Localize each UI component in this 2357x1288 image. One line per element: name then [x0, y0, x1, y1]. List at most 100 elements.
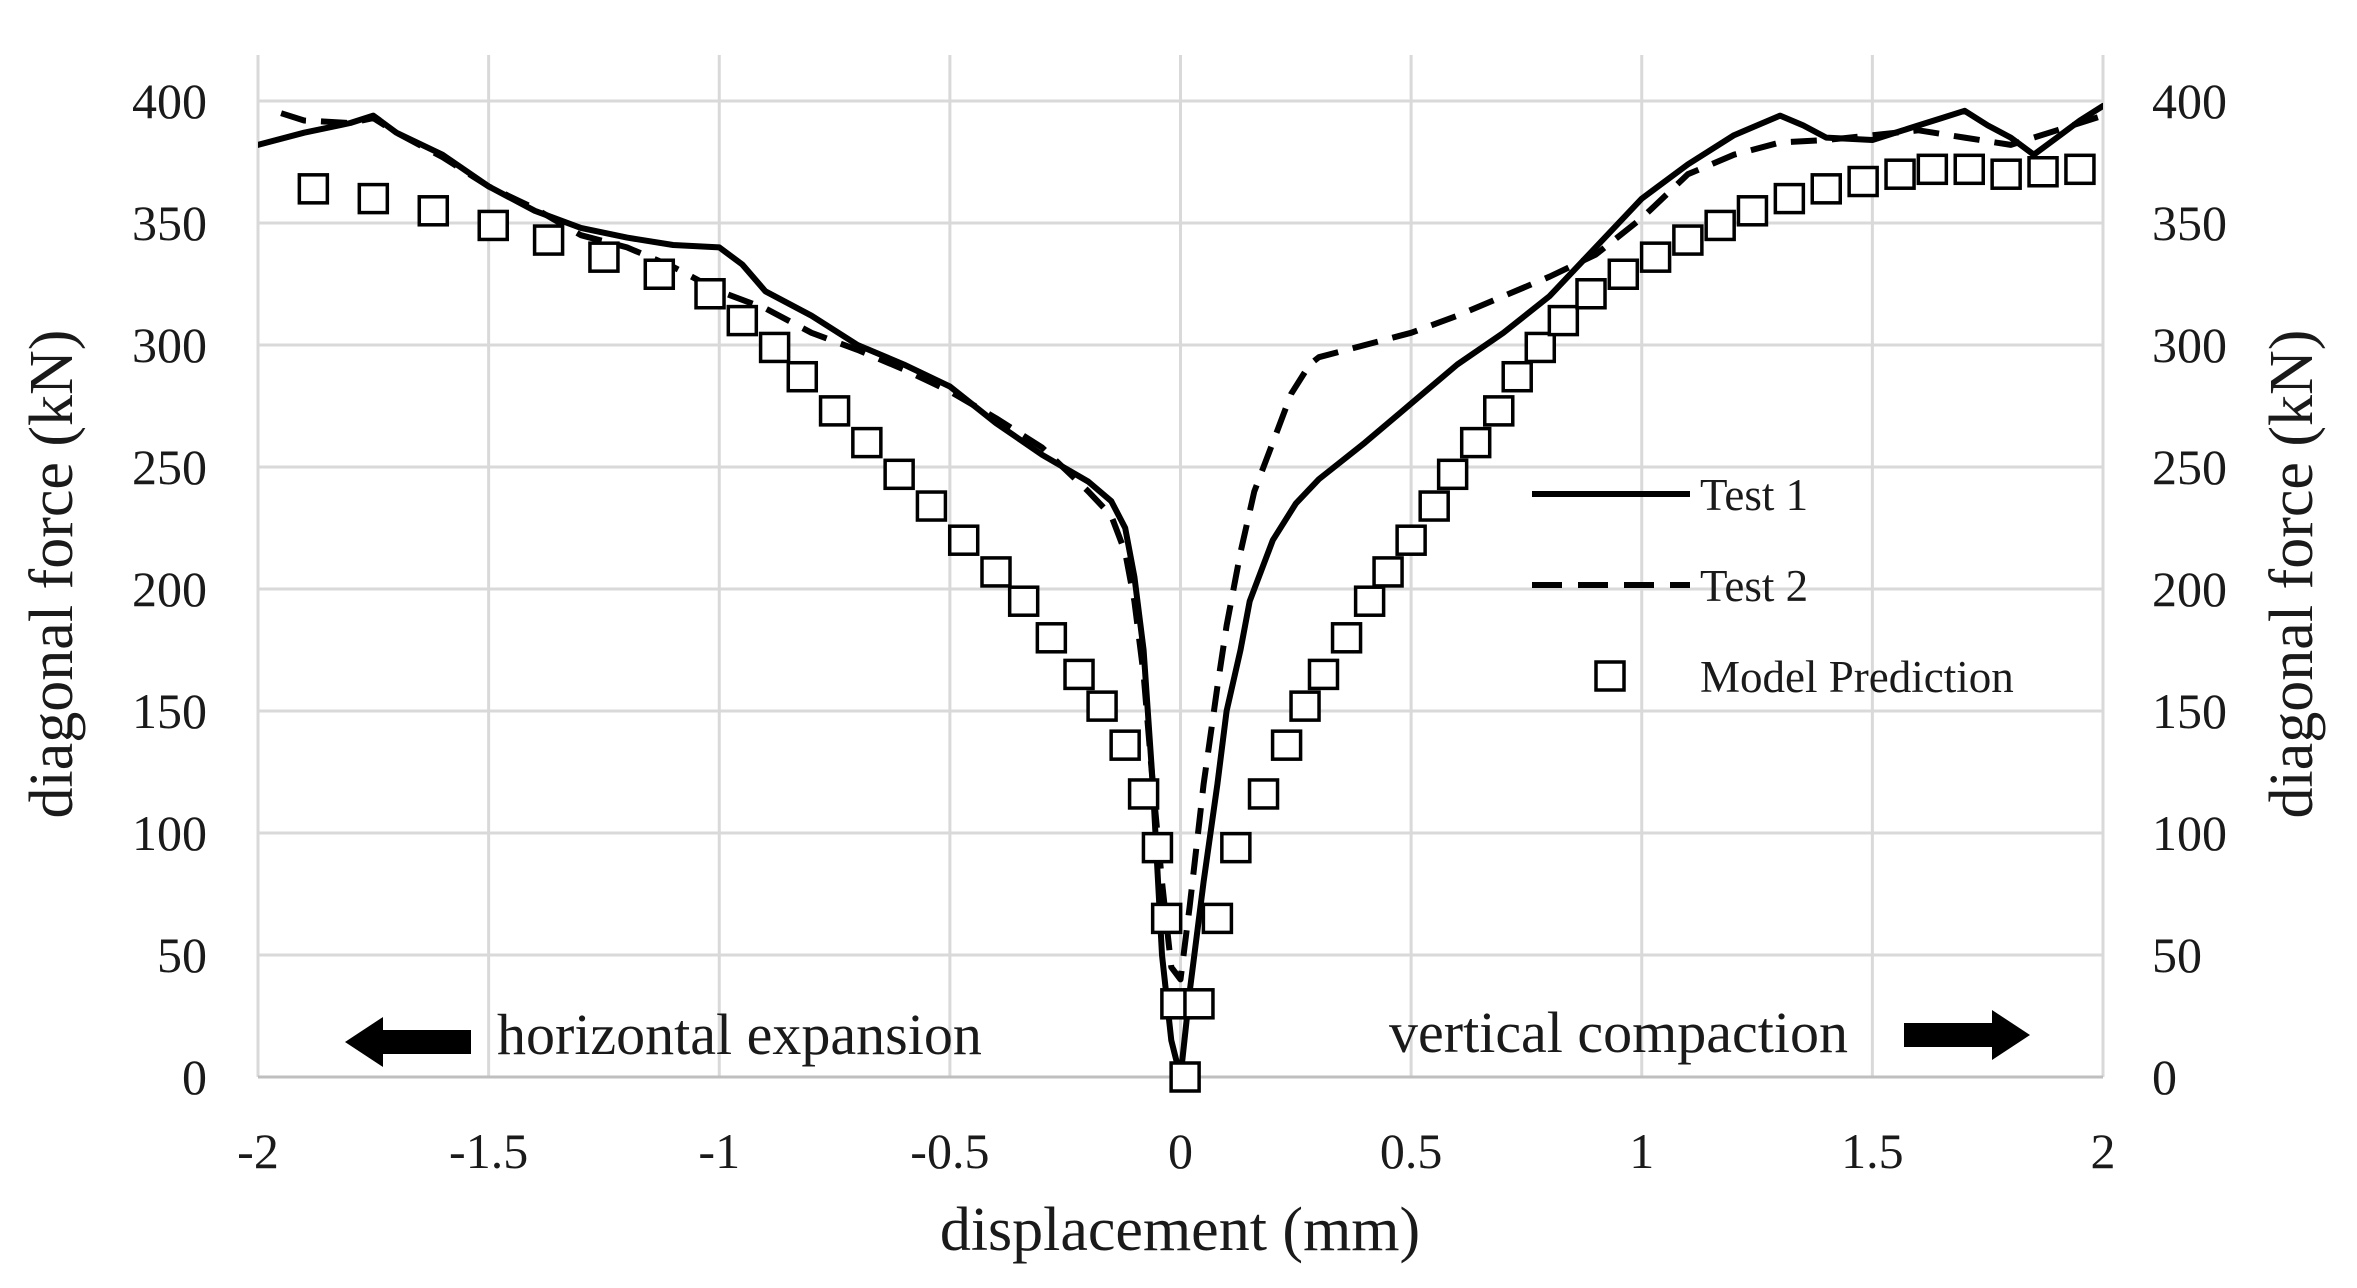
model-prediction-point [477, 209, 509, 242]
series-layer [258, 102, 2103, 1080]
model-prediction-point [1847, 165, 1879, 198]
model-prediction-point [1220, 831, 1252, 864]
annotation-horizontal-expansion: horizontal expansion [497, 1002, 982, 1067]
legend: Test 1 Test 2 Model Prediction [1532, 470, 2014, 702]
y-tick-label-right: 400 [2152, 73, 2227, 129]
model-prediction-point [1916, 153, 1949, 186]
markers-layer [297, 153, 2096, 1093]
legend-label-test1: Test 1 [1700, 470, 1808, 520]
x-tick-label: 1.5 [1841, 1123, 1904, 1179]
y-tick-label-left: 250 [132, 439, 207, 495]
gridlines [256, 55, 2105, 1077]
right-arrow-icon [1904, 1010, 2030, 1060]
y-axis-title-right: diagonal force (kN) [2258, 330, 2326, 819]
y-tick-label-right: 250 [2152, 439, 2227, 495]
model-prediction-point [818, 395, 851, 427]
model-prediction-point [1810, 173, 1842, 205]
model-prediction-point [1372, 556, 1404, 588]
model-prediction-point [1330, 622, 1363, 654]
y-tick-label-left: 400 [132, 73, 207, 129]
x-tick-label: 1 [1629, 1123, 1654, 1179]
model-prediction-point [1063, 658, 1095, 691]
y-tick-label-right: 0 [2152, 1049, 2177, 1105]
y-tick-label-right: 100 [2152, 805, 2227, 861]
model-prediction-point [1639, 241, 1672, 273]
model-prediction-point [357, 182, 390, 215]
y-tick-label-right: 300 [2152, 317, 2227, 373]
legend-label-model: Model Prediction [1700, 652, 2014, 702]
model-prediction-point [1086, 690, 1118, 722]
model-prediction-point [417, 195, 450, 227]
model-prediction-point [2027, 156, 2059, 188]
model-prediction-point [297, 173, 330, 205]
model-prediction-point [1575, 278, 1607, 310]
model-prediction-point [1418, 490, 1450, 522]
series-line-test2 [280, 110, 2103, 983]
model-prediction-point [1524, 331, 1557, 364]
x-tick-label: -2 [237, 1123, 279, 1179]
y-tick-label-left: 350 [132, 195, 207, 251]
y-tick-label-left: 50 [157, 927, 207, 983]
legend-label-test2: Test 2 [1700, 561, 1808, 611]
model-prediction-point [947, 524, 980, 556]
model-prediction-point [726, 304, 759, 337]
model-prediction-point [1704, 209, 1736, 242]
model-prediction-point [1353, 585, 1386, 617]
left-arrow-icon [345, 1017, 471, 1067]
model-prediction-point [1289, 690, 1321, 722]
model-prediction-point [1773, 182, 1806, 215]
model-prediction-point [758, 331, 791, 364]
model-prediction-point [532, 224, 565, 256]
x-tick-label: -1.5 [449, 1123, 528, 1179]
model-prediction-point [1169, 1061, 1201, 1093]
model-prediction-point [588, 241, 620, 273]
model-prediction-point [980, 556, 1012, 588]
x-tick-label: -0.5 [910, 1123, 989, 1179]
annotation-vertical-compaction: vertical compaction [1389, 1000, 1848, 1065]
y-tick-label-right: 200 [2152, 561, 2227, 617]
y-tick-label-right: 150 [2152, 683, 2227, 739]
model-prediction-point [1459, 426, 1492, 459]
model-prediction-point [915, 490, 948, 522]
model-prediction-point [883, 458, 915, 491]
model-prediction-point [1953, 153, 1985, 186]
model-prediction-point [1270, 729, 1303, 761]
y-axis-title-left: diagonal force (kN) [18, 330, 86, 819]
model-prediction-point [1247, 778, 1280, 810]
model-prediction-point [1483, 395, 1515, 427]
x-tick-label: 0 [1168, 1123, 1193, 1179]
model-prediction-point [1884, 158, 1916, 190]
model-prediction-point [1127, 778, 1160, 810]
model-prediction-point [786, 360, 819, 393]
x-tick-label: 0.5 [1380, 1123, 1443, 1179]
model-prediction-point [1547, 304, 1580, 337]
x-axis-title: displacement (mm) [940, 1196, 1420, 1264]
model-prediction-point [1007, 585, 1040, 617]
x-tick-label: -1 [698, 1123, 740, 1179]
y-tick-label-right: 350 [2152, 195, 2227, 251]
model-prediction-point [1436, 458, 1469, 491]
model-prediction-point [1990, 158, 2022, 190]
y-tick-label-left: 150 [132, 683, 207, 739]
model-prediction-point [1307, 658, 1340, 691]
y-tick-label-left: 300 [132, 317, 207, 373]
model-prediction-point [1150, 902, 1183, 935]
y-tick-label-left: 0 [182, 1049, 207, 1105]
model-prediction-point [1607, 258, 1640, 290]
model-prediction-point [1672, 224, 1704, 256]
model-prediction-point [1035, 622, 1068, 654]
model-prediction-point [851, 426, 883, 459]
model-prediction-point [1141, 831, 1174, 864]
y-tick-label-right: 50 [2152, 927, 2202, 983]
model-prediction-point [1395, 524, 1427, 556]
model-prediction-point [2064, 153, 2096, 186]
model-prediction-point [1201, 902, 1234, 935]
y-tick-label-left: 200 [132, 561, 207, 617]
y-tick-label-left: 100 [132, 805, 207, 861]
x-tick-label: 2 [2091, 1123, 2116, 1179]
model-prediction-point [1183, 988, 1215, 1020]
model-prediction-point [694, 278, 726, 310]
model-prediction-point [643, 258, 676, 290]
model-prediction-point [1736, 195, 1769, 227]
